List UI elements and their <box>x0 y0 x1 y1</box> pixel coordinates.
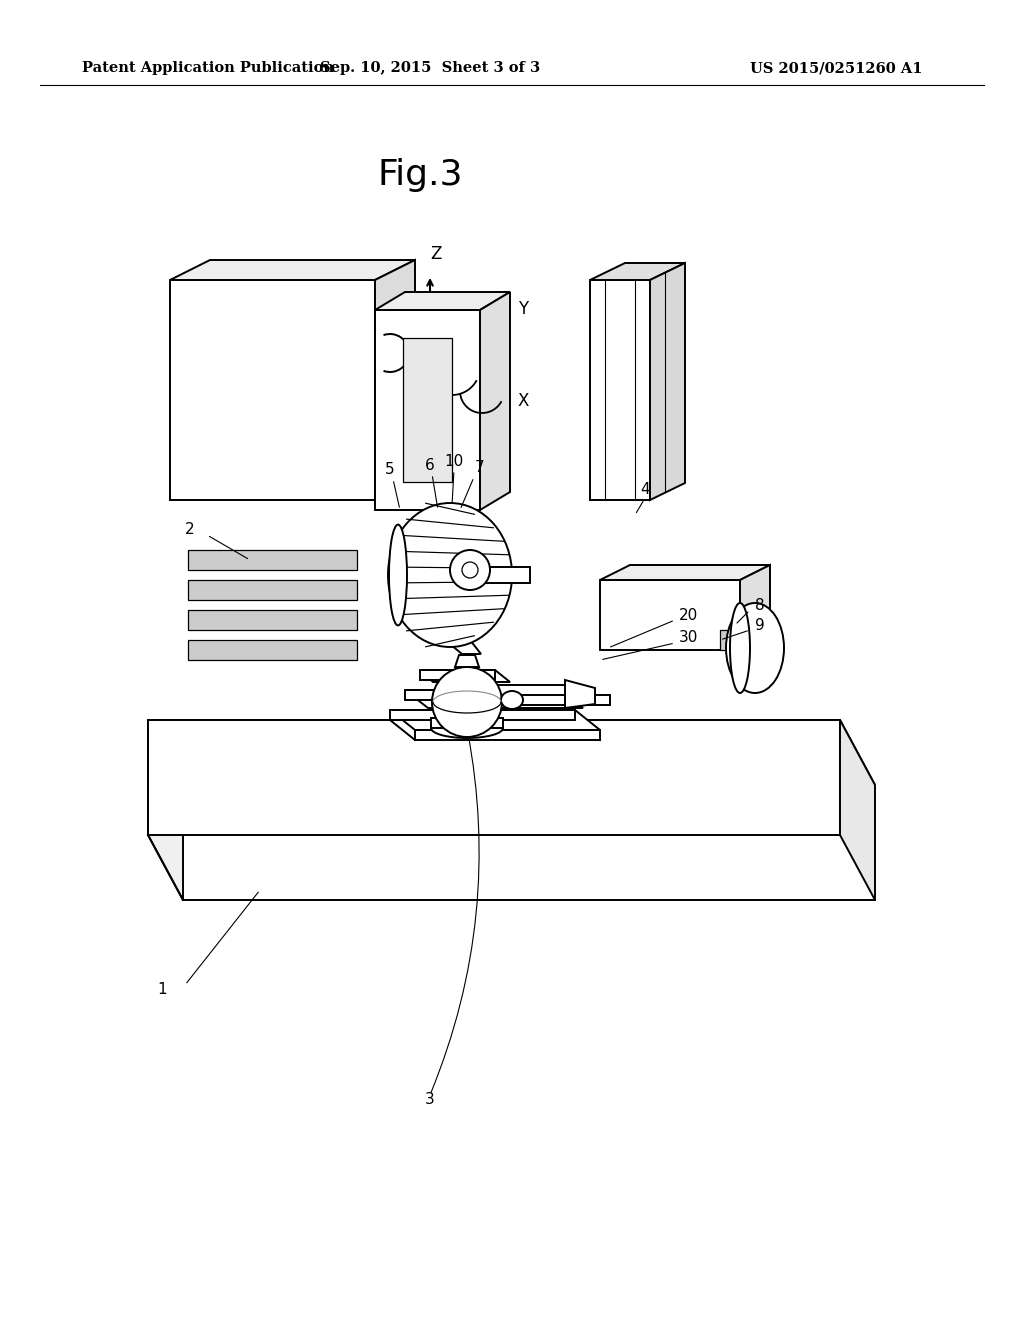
Polygon shape <box>455 655 479 667</box>
Text: 4: 4 <box>640 483 650 498</box>
Polygon shape <box>170 280 375 500</box>
Polygon shape <box>600 565 770 579</box>
Polygon shape <box>740 565 770 649</box>
Polygon shape <box>406 690 583 708</box>
Polygon shape <box>390 710 575 719</box>
Polygon shape <box>565 680 595 708</box>
Polygon shape <box>431 718 503 729</box>
Polygon shape <box>375 292 510 310</box>
Polygon shape <box>375 260 415 500</box>
Polygon shape <box>390 710 600 730</box>
Text: 10: 10 <box>444 454 464 470</box>
Polygon shape <box>485 568 530 583</box>
Text: Y: Y <box>518 300 528 318</box>
Polygon shape <box>406 690 560 700</box>
Ellipse shape <box>726 603 784 693</box>
Polygon shape <box>502 696 610 705</box>
Text: 1: 1 <box>158 982 167 998</box>
Polygon shape <box>148 719 874 785</box>
Polygon shape <box>148 719 183 900</box>
Polygon shape <box>420 671 495 680</box>
Circle shape <box>462 562 478 578</box>
Polygon shape <box>148 719 840 836</box>
Polygon shape <box>590 280 650 500</box>
Polygon shape <box>590 263 685 280</box>
Polygon shape <box>415 730 600 741</box>
Text: C: C <box>351 343 362 359</box>
Polygon shape <box>650 263 685 500</box>
Text: 3: 3 <box>425 1093 435 1107</box>
Text: US 2015/0251260 A1: US 2015/0251260 A1 <box>750 61 923 75</box>
Text: 5: 5 <box>385 462 395 478</box>
Polygon shape <box>840 719 874 900</box>
Polygon shape <box>188 579 357 601</box>
Polygon shape <box>445 640 481 653</box>
Ellipse shape <box>389 524 407 626</box>
Text: 7: 7 <box>475 461 484 475</box>
Polygon shape <box>188 610 357 630</box>
Text: 9: 9 <box>755 618 765 632</box>
Polygon shape <box>375 310 480 510</box>
Polygon shape <box>403 338 452 482</box>
Text: Patent Application Publication: Patent Application Publication <box>82 61 334 75</box>
Polygon shape <box>170 260 415 280</box>
Circle shape <box>432 667 502 737</box>
Polygon shape <box>479 685 580 698</box>
Text: 30: 30 <box>678 631 697 645</box>
Circle shape <box>450 550 490 590</box>
Polygon shape <box>480 292 510 510</box>
Text: Fig.3: Fig.3 <box>377 158 463 191</box>
Ellipse shape <box>730 603 750 693</box>
Text: A: A <box>457 409 467 424</box>
Ellipse shape <box>501 690 523 709</box>
Polygon shape <box>720 630 740 649</box>
Polygon shape <box>420 671 510 682</box>
Polygon shape <box>600 579 740 649</box>
Ellipse shape <box>388 503 512 647</box>
Text: X: X <box>518 392 529 411</box>
Polygon shape <box>188 550 357 570</box>
Text: Z: Z <box>430 246 441 263</box>
Text: B: B <box>466 360 476 376</box>
Ellipse shape <box>431 718 503 738</box>
Text: 8: 8 <box>755 598 765 612</box>
Polygon shape <box>188 640 357 660</box>
Text: 20: 20 <box>678 607 697 623</box>
Text: Sep. 10, 2015  Sheet 3 of 3: Sep. 10, 2015 Sheet 3 of 3 <box>319 61 540 75</box>
Text: 2: 2 <box>185 523 195 537</box>
Text: 6: 6 <box>425 458 435 473</box>
